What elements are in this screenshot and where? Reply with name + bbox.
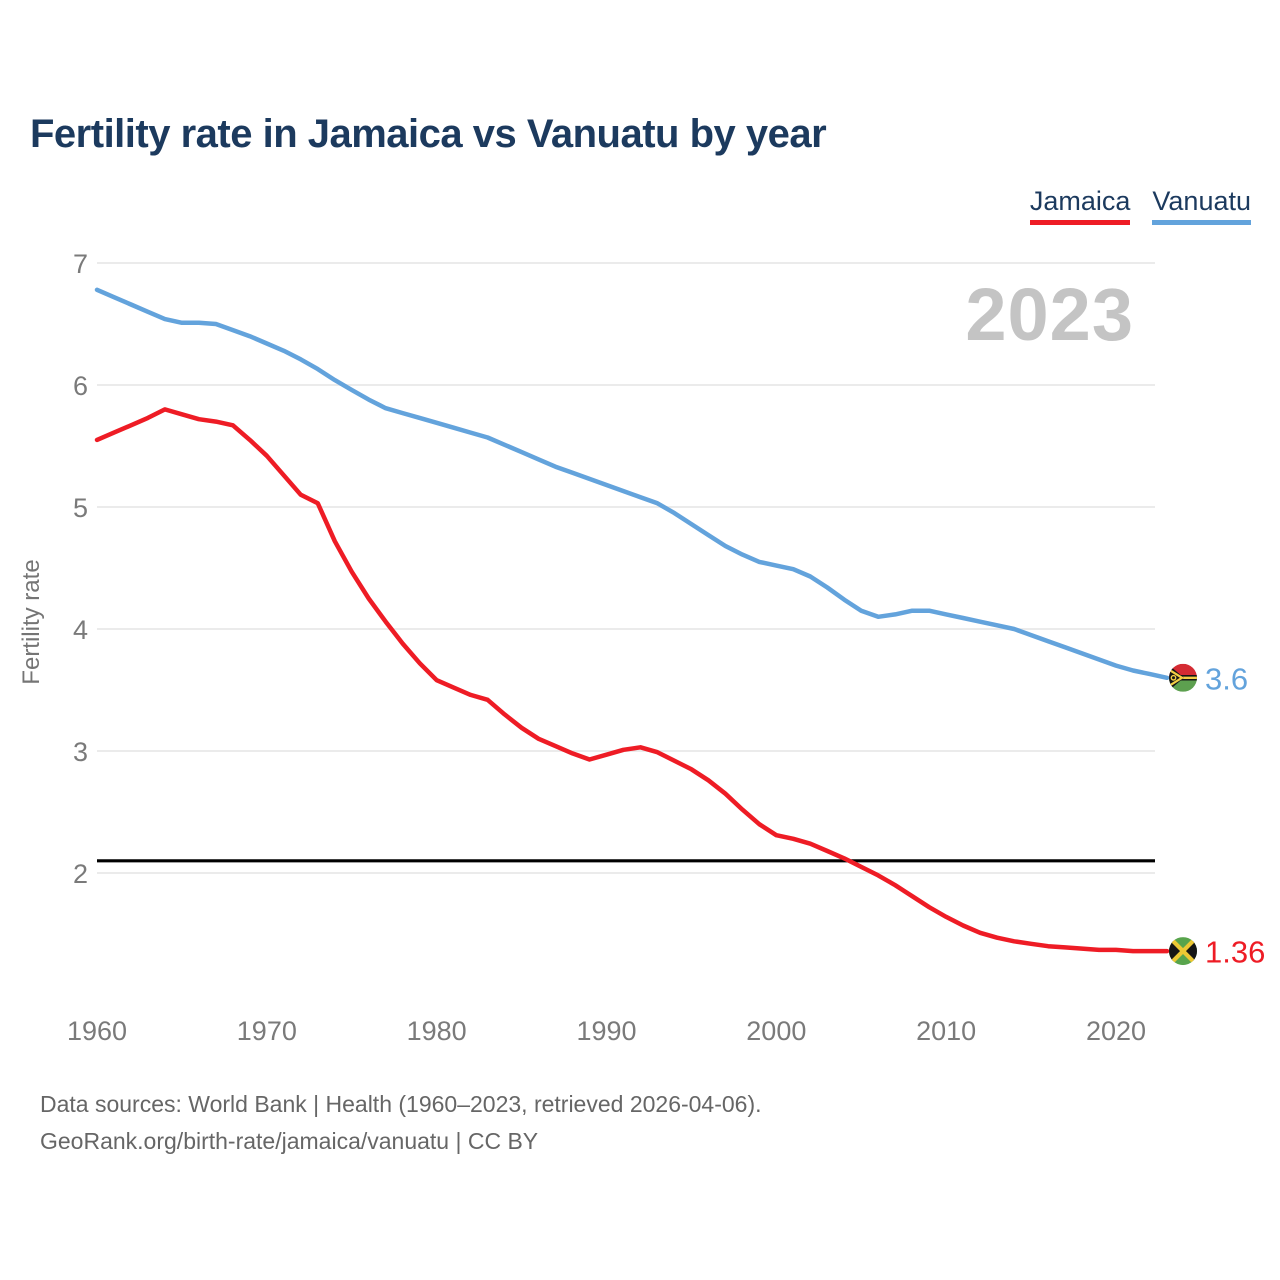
legend-label-jamaica: Jamaica <box>1029 186 1131 216</box>
y-tick-label: 4 <box>73 615 88 645</box>
x-tick-label: 2010 <box>916 1016 976 1046</box>
jamaica-flag-icon <box>1169 937 1197 966</box>
legend-item-vanuatu[interactable]: Vanuatu <box>1152 186 1251 225</box>
y-tick-label: 7 <box>73 249 88 279</box>
jamaica-series-line <box>94 407 1170 954</box>
vanuatu-series-line <box>94 287 1170 681</box>
vanuatu-end-value: 3.6 <box>1205 661 1248 696</box>
y-tick-label: 6 <box>73 371 88 401</box>
legend: Jamaica Vanuatu <box>1029 186 1251 225</box>
x-tick-label: 1990 <box>576 1016 636 1046</box>
vanuatu-flag-icon <box>1169 663 1197 692</box>
footer: Data sources: World Bank | Health (1960–… <box>40 1086 762 1160</box>
x-tick-label: 1980 <box>407 1016 467 1046</box>
y-tick-label: 2 <box>73 859 88 889</box>
page-title: Fertility rate in Jamaica vs Vanuatu by … <box>30 112 827 156</box>
jamaica-end-value: 1.36 <box>1205 935 1265 970</box>
legend-label-vanuatu: Vanuatu <box>1152 186 1251 216</box>
footer-source-line: Data sources: World Bank | Health (1960–… <box>40 1091 762 1117</box>
year-watermark: 2023 <box>965 273 1134 356</box>
x-tick-label: 1960 <box>67 1016 127 1046</box>
footer-attribution-line: GeoRank.org/birth-rate/jamaica/vanuatu |… <box>40 1128 539 1154</box>
x-tick-label: 2000 <box>746 1016 806 1046</box>
x-tick-label: 2020 <box>1086 1016 1146 1046</box>
y-tick-label: 5 <box>73 493 88 523</box>
legend-item-jamaica[interactable]: Jamaica <box>1029 186 1131 225</box>
x-tick-label: 1970 <box>237 1016 297 1046</box>
y-tick-label: 3 <box>73 737 88 767</box>
